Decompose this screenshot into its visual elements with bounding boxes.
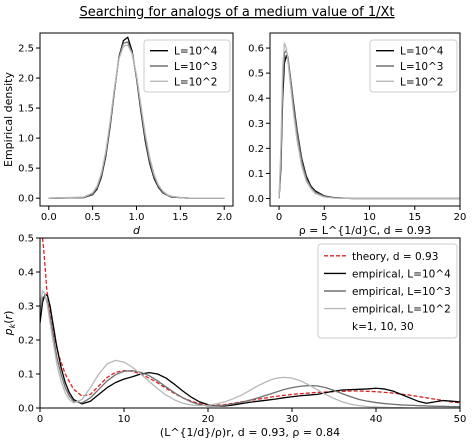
y-tick-label: 0.2: [248, 144, 264, 155]
y-tick-label: 0.3: [248, 119, 264, 130]
y-axis-label-part: p: [2, 328, 15, 336]
series-group: [278, 42, 460, 200]
x-tick-label: 10: [363, 212, 376, 223]
x-tick-label: 0: [276, 212, 282, 223]
legend-annotation: k=1, 10, 30: [352, 321, 414, 333]
y-tick-label: 0.4: [18, 268, 34, 279]
y-tick-label: 0.6: [248, 44, 264, 55]
y-tick-label: 0.0: [18, 194, 34, 205]
legend-label-l-10-2: L=10^2: [400, 76, 444, 88]
x-axis-label: d: [133, 224, 141, 237]
legend-label-l-10-2: L=10^2: [174, 76, 218, 88]
legend-label-empirical-l-10-3: empirical, L=10^3: [352, 286, 451, 298]
density-rho-panel: 0 5 10 15 20 0.0 0.1 0.2 0.3 0.4 0.5 0.6 ρ = L^{1/d}…: [248, 32, 467, 237]
y-tick-label: 0.2: [18, 336, 34, 347]
y-tick-label: 1.0: [18, 134, 34, 145]
legend: L=10^4 L=10^3 L=10^2: [143, 39, 231, 93]
y-axis-label-part: r: [2, 313, 15, 319]
y-tick-label: 0.4: [248, 94, 264, 105]
x-axis-label: (L^{1/d}/ρ)r, d = 0.93, ρ = 0.84: [160, 426, 340, 439]
y-tick-label: 0.1: [248, 169, 264, 180]
x-tick-label: 1.0: [129, 212, 145, 223]
density-d-panel: 0.0 0.5 1.0 1.5 2.0 0.0 0.5 1.0 1.5 2.0 2.5 d Empiri…: [2, 32, 234, 237]
y-tick-label: 0.5: [18, 164, 34, 175]
axes-frame: [269, 32, 461, 207]
legend: theory, d = 0.93 empirical, L=10^4 empiric…: [317, 243, 458, 339]
figure-title: Searching for analogs of a medium value …: [79, 5, 394, 20]
series-line-l-10-2: [48, 44, 225, 199]
legend-label-l-10-3: L=10^3: [400, 61, 444, 73]
x-tick-label: 0.5: [85, 212, 101, 223]
series-line-empirical-l-10-2: [40, 290, 460, 408]
legend-label-theory-d-0-93: theory, d = 0.93: [352, 251, 438, 263]
legend-label-empirical-l-10-2: empirical, L=10^2: [352, 304, 451, 316]
y-tick-label: 1.5: [18, 104, 34, 115]
y-tick-label: 2.5: [18, 44, 34, 55]
y-axis-label: Empirical density: [2, 72, 15, 167]
x-tick-label: 30: [286, 414, 299, 425]
x-tick-label: 50: [454, 414, 467, 425]
x-tick-label: 5: [321, 212, 327, 223]
distance-distribution-panel: 0 10 20 30 40 50 0.0 0.1 0.2 0.3 0.4 0.5 (L^{1/d}/ρ)…: [2, 234, 466, 440]
y-axis-label-part: (: [2, 319, 15, 323]
y-tick-label: 0.0: [248, 194, 264, 205]
x-tick-label: 0.0: [41, 212, 57, 223]
y-axis-label: pk(r): [2, 311, 17, 337]
series-line-empirical-l-10-4: [40, 293, 460, 407]
x-tick-label: 20: [202, 414, 215, 425]
x-tick-label: 20: [454, 212, 467, 223]
series-line-l-10-2: [278, 42, 460, 200]
legend-label-l-10-3: L=10^3: [174, 61, 218, 73]
y-tick-label: 0.0: [18, 404, 34, 415]
legend-label-l-10-4: L=10^4: [174, 46, 218, 58]
legend-box: [143, 39, 231, 93]
y-tick-label: 0.3: [18, 302, 34, 313]
y-axis-label-part: ): [2, 311, 15, 315]
series-group: [40, 238, 460, 408]
x-tick-label: 40: [370, 414, 383, 425]
x-axis-label-part: d: [133, 224, 141, 237]
series-group: [48, 36, 225, 199]
x-tick-label: 15: [408, 212, 421, 223]
legend-box: [317, 243, 458, 339]
legend-label-empirical-l-10-4: empirical, L=10^4: [352, 268, 451, 280]
legend: L=10^4 L=10^3 L=10^2: [369, 39, 458, 93]
x-tick-label: 10: [118, 414, 131, 425]
y-tick-label: 0.5: [18, 234, 34, 245]
legend-label-l-10-4: L=10^4: [400, 46, 444, 58]
series-line-empirical-l-10-3: [40, 295, 460, 408]
x-tick-label: 1.5: [172, 212, 188, 223]
x-tick-label: 2.0: [216, 212, 232, 223]
legend-box: [369, 39, 458, 93]
y-tick-label: 0.5: [248, 69, 264, 80]
y-tick-label: 2.0: [18, 74, 34, 85]
x-axis-label: ρ = L^{1/d}C, d = 0.93: [299, 224, 432, 237]
axes-frame: [39, 237, 461, 409]
y-tick-label: 0.1: [18, 370, 34, 381]
y-axis-label-part: k: [8, 323, 17, 328]
x-tick-label: 0: [37, 414, 43, 425]
